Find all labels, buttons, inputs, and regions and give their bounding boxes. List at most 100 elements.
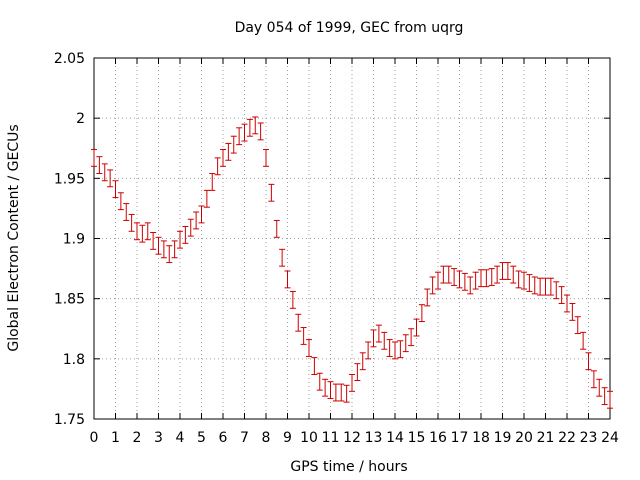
data-point — [574, 316, 581, 335]
data-point — [564, 294, 570, 313]
data-point — [123, 203, 130, 221]
data-point — [327, 381, 334, 400]
x-tick-label: 23 — [580, 430, 598, 446]
x-tick-label: 17 — [451, 430, 469, 446]
x-tick-label: 24 — [601, 430, 619, 446]
data-point — [381, 331, 388, 350]
data-point — [300, 327, 307, 345]
x-tick-label: 15 — [408, 430, 426, 446]
data-point — [461, 272, 468, 291]
x-tick-label: 13 — [365, 430, 383, 446]
y-tick-label: 1.75 — [54, 412, 85, 428]
data-point — [182, 225, 189, 244]
data-point — [252, 116, 259, 135]
x-tick-label: 5 — [197, 430, 206, 446]
data-point — [338, 383, 345, 402]
x-tick-label: 10 — [300, 430, 318, 446]
data-point — [128, 213, 135, 232]
data-point — [397, 340, 404, 359]
x-tick-label: 11 — [322, 430, 340, 446]
data-point — [160, 240, 167, 259]
data-point — [284, 270, 291, 289]
data-point — [418, 304, 425, 323]
x-tick-label: 20 — [515, 430, 533, 446]
x-tick-label: 6 — [219, 430, 228, 446]
data-point — [155, 236, 162, 255]
data-point — [445, 265, 452, 284]
data-point — [203, 189, 210, 208]
data-point — [547, 277, 554, 296]
data-point — [263, 148, 269, 167]
data-point — [478, 269, 484, 288]
data-point — [585, 352, 592, 371]
x-tick-label: 14 — [386, 430, 404, 446]
data-point — [112, 180, 119, 199]
data-point — [451, 268, 458, 286]
data-point — [289, 290, 296, 309]
data-point — [483, 269, 490, 288]
y-tick-label: 2 — [76, 111, 85, 127]
data-point — [359, 352, 366, 371]
data-point — [472, 271, 479, 290]
data-point — [607, 390, 613, 409]
data-point — [569, 302, 576, 321]
grid-lines — [94, 58, 610, 419]
data-point — [246, 118, 253, 137]
y-tick-label: 1.8 — [63, 352, 85, 368]
y-tick-label: 1.9 — [63, 232, 85, 248]
data-point — [107, 169, 114, 188]
data-point — [402, 334, 409, 353]
y-tick-label: 1.85 — [54, 292, 85, 308]
data-point — [580, 331, 587, 350]
data-point — [311, 357, 318, 375]
x-tick-label: 22 — [558, 430, 576, 446]
x-tick-label: 2 — [133, 430, 142, 446]
x-tick-label: 0 — [90, 430, 99, 446]
data-point — [257, 122, 264, 141]
data-point — [214, 157, 221, 176]
data-point — [349, 373, 355, 392]
data-point — [322, 378, 329, 397]
data-point — [413, 318, 420, 337]
data-point — [166, 245, 173, 264]
data-point — [220, 148, 226, 167]
x-tick-label: 21 — [537, 430, 555, 446]
chart-title: Day 054 of 1999, GEC from uqrg — [235, 20, 464, 36]
data-point — [177, 230, 183, 249]
data-point — [225, 142, 232, 161]
data-point — [144, 222, 151, 241]
data-point — [375, 324, 382, 343]
x-tick-label: 18 — [472, 430, 490, 446]
data-point — [117, 192, 124, 211]
x-axis-label: GPS time / hours — [290, 459, 407, 475]
data-point — [236, 127, 243, 146]
data-point — [230, 135, 237, 154]
data-point — [241, 123, 248, 142]
x-tick-label: 8 — [262, 430, 271, 446]
y-tick-label: 2.05 — [54, 51, 85, 67]
data-point — [531, 276, 538, 295]
x-tick-label: 19 — [494, 430, 512, 446]
data-point — [408, 328, 415, 347]
y-axis-label: Global Electron Content / GECUs — [6, 124, 22, 351]
data-point — [386, 339, 393, 357]
data-point — [515, 270, 522, 289]
data-point — [150, 231, 157, 250]
data-point — [209, 173, 216, 191]
data-point — [139, 224, 146, 243]
data-point — [424, 288, 431, 307]
x-tick-label: 9 — [283, 430, 292, 446]
data-point — [456, 270, 463, 289]
data-point — [590, 370, 597, 389]
data-point — [601, 387, 608, 406]
data-point — [553, 281, 560, 300]
data-point — [279, 248, 286, 267]
data-point — [467, 276, 474, 295]
data-point — [596, 378, 603, 397]
data-point — [499, 262, 506, 280]
data-point — [306, 339, 312, 357]
data-point — [370, 329, 377, 348]
data-point — [198, 205, 205, 224]
data-point — [558, 286, 565, 304]
